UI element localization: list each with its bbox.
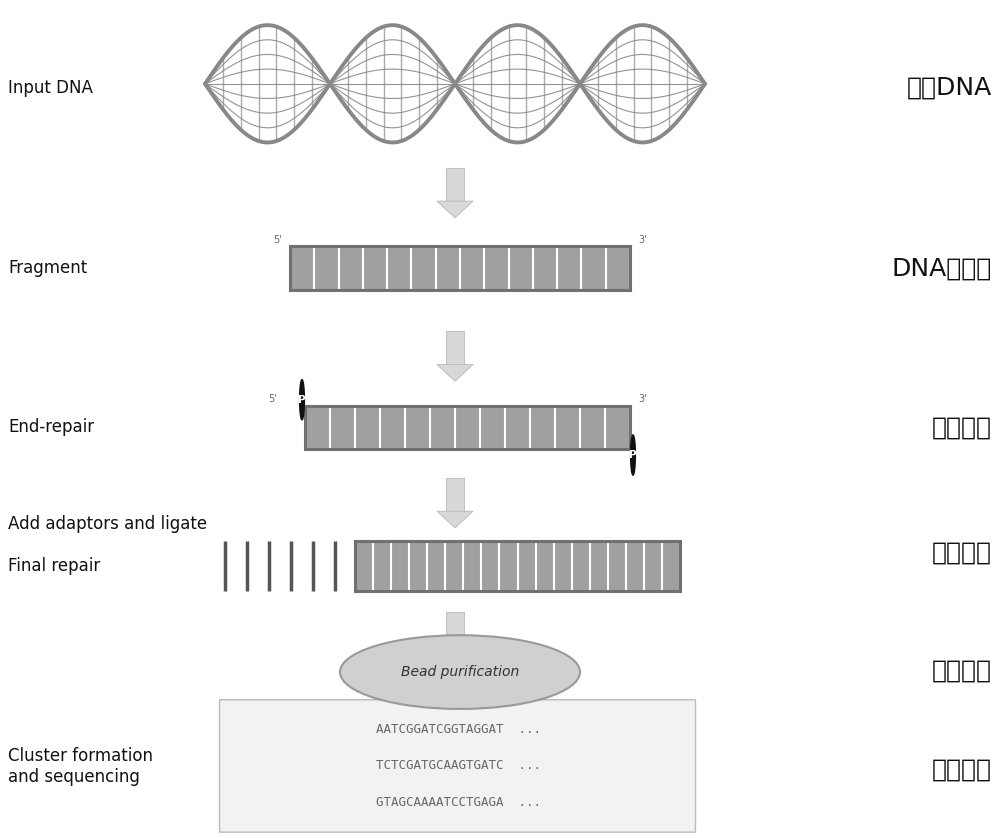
Text: 5': 5' — [268, 394, 277, 404]
Text: AATCGGATCGGTAGGAT  ...: AATCGGATCGGTAGGAT ... — [376, 722, 540, 736]
Ellipse shape — [340, 635, 580, 709]
Polygon shape — [437, 201, 473, 218]
Bar — [446, 706, 464, 739]
Text: 3': 3' — [638, 394, 647, 404]
Text: Add adaptors and ligate: Add adaptors and ligate — [8, 515, 207, 533]
Polygon shape — [437, 511, 473, 528]
Text: 末端补平: 末端补平 — [932, 416, 992, 439]
Circle shape — [631, 435, 635, 475]
Bar — [446, 612, 464, 645]
Text: Input DNA: Input DNA — [8, 79, 93, 97]
Text: End-repair: End-repair — [8, 418, 94, 437]
Bar — [446, 478, 464, 511]
Text: 二代测序: 二代测序 — [932, 758, 992, 781]
Text: Final repair: Final repair — [8, 556, 100, 575]
Text: Fragment: Fragment — [8, 259, 87, 277]
Text: Bead purification: Bead purification — [401, 665, 519, 679]
Polygon shape — [437, 365, 473, 381]
Text: 5': 5' — [273, 235, 282, 245]
Text: P: P — [629, 450, 637, 460]
Text: 磁珠纯化: 磁珠纯化 — [932, 659, 992, 682]
Text: P: P — [298, 395, 306, 405]
Text: 初始DNA: 初始DNA — [907, 76, 992, 100]
FancyBboxPatch shape — [220, 700, 696, 832]
Text: 3': 3' — [638, 235, 647, 245]
Text: DNA片段化: DNA片段化 — [892, 256, 992, 280]
Bar — [446, 331, 464, 365]
Text: Cluster formation
and sequencing: Cluster formation and sequencing — [8, 747, 153, 786]
Text: TCTCGATGCAAGTGATC  ...: TCTCGATGCAAGTGATC ... — [376, 759, 540, 773]
Polygon shape — [437, 739, 473, 756]
Text: 加连接头: 加连接头 — [932, 541, 992, 565]
Circle shape — [300, 380, 304, 420]
Text: GTAGCAAAATCCTGAGA  ...: GTAGCAAAATCCTGAGA ... — [376, 796, 540, 810]
Bar — [446, 168, 464, 201]
Polygon shape — [437, 645, 473, 662]
